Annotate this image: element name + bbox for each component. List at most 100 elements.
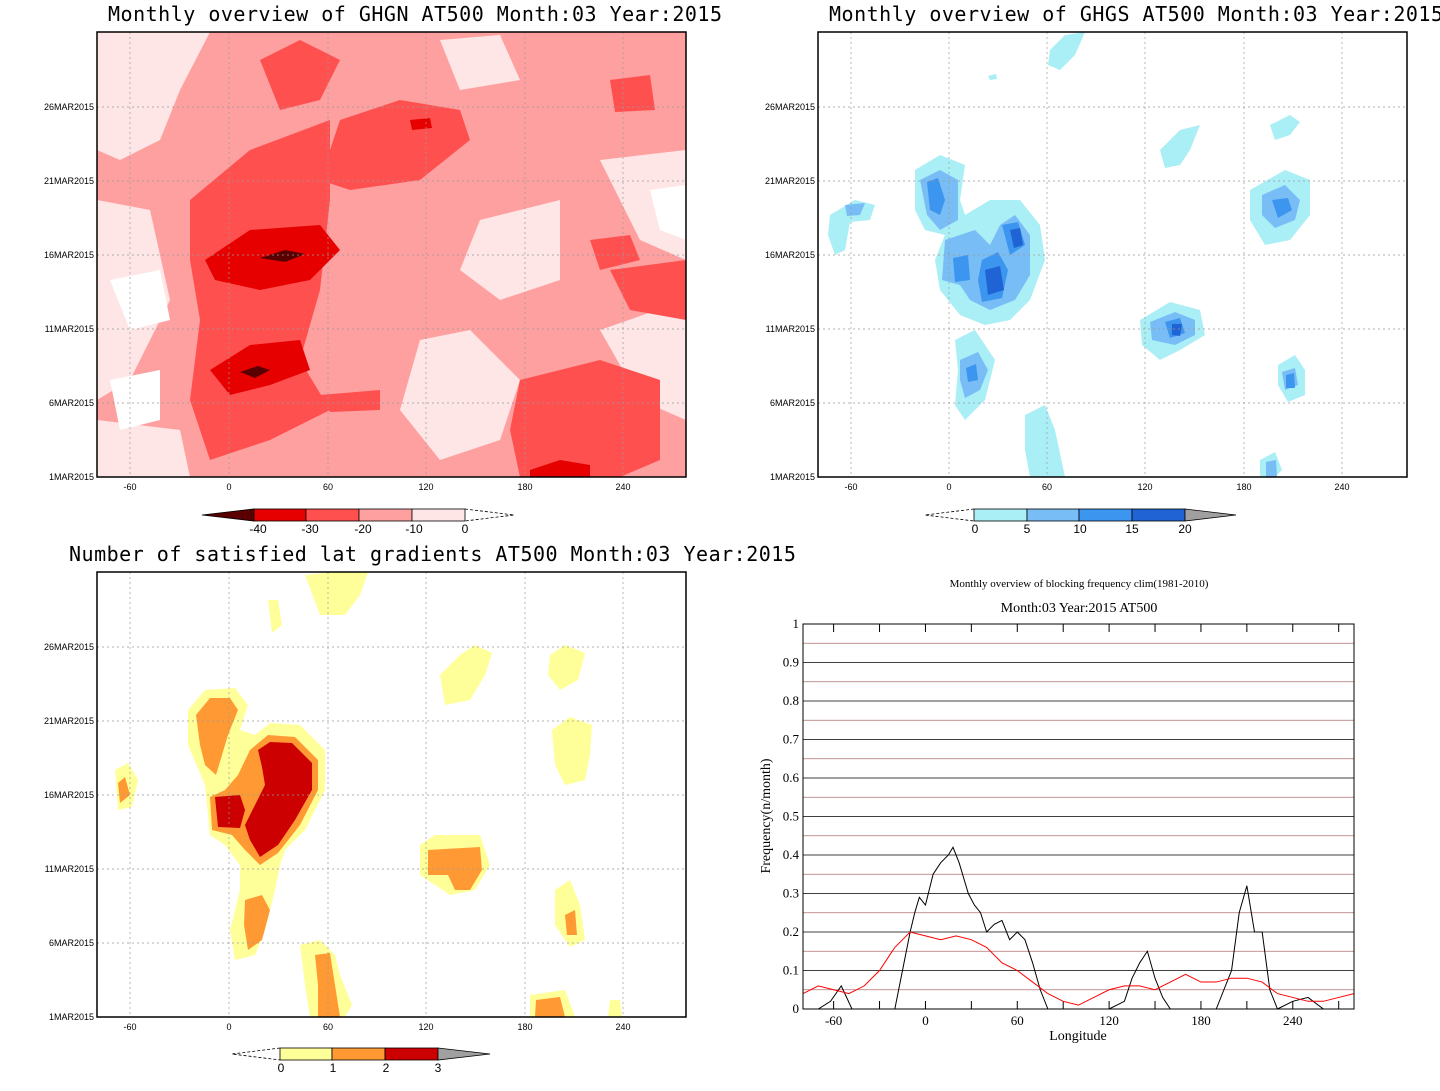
ghgn-cb-label: -30: [301, 522, 319, 536]
freq-xlabel: Longitude: [1049, 1029, 1107, 1044]
ghgs-ytick: 11MAR2015: [766, 324, 815, 334]
ghgn-frame: [96, 31, 687, 478]
ghgn-xtick: -60: [123, 482, 136, 492]
grad-xtick: 60: [323, 1022, 333, 1032]
grad-cb-label: 0: [278, 1061, 285, 1075]
ghgn-ytick: 6MAR2015: [49, 398, 94, 408]
freq-ytick-label: 0: [793, 1001, 800, 1016]
ghgn-panel: Monthly overview of GHGN AT500 Month:03 …: [0, 0, 723, 545]
grad-title: Number of satisfied lat gradients AT500 …: [69, 542, 797, 566]
ghgs-cb-label: 15: [1125, 522, 1139, 536]
grad-xtick: 120: [418, 1022, 433, 1032]
grad-ytick: 16MAR2015: [44, 790, 94, 800]
ghgn-xtick: 60: [323, 482, 333, 492]
ghgn-ytick: 11MAR2015: [45, 324, 94, 334]
ghgn-cb-label: -40: [249, 522, 267, 536]
ghgs-xtick: -60: [844, 482, 857, 492]
grad-panel: Number of satisfied lat gradients AT500 …: [0, 542, 796, 1091]
ghgs-cb-label: 20: [1178, 522, 1192, 536]
freq-ytick-label: 0.6: [783, 770, 800, 785]
ghgs-ytick: 1MAR2015: [770, 472, 815, 482]
freq-gridlines: [803, 623, 1354, 1010]
ghgs-title: Monthly overview of GHGS AT500 Month:03 …: [829, 2, 1440, 26]
grad-field: [115, 572, 622, 1017]
grad-xtick: 240: [615, 1022, 630, 1032]
ghgn-cb-label: -10: [405, 522, 423, 536]
ghgs-ytick: 21MAR2015: [765, 176, 815, 186]
ghgn-cb-label: 0: [462, 522, 469, 536]
ghgn-ytick: 26MAR2015: [44, 102, 94, 112]
freq-ytick-label: 0.8: [783, 693, 799, 708]
freq-xtick-label: 240: [1283, 1013, 1303, 1028]
ghgn-ytick: 21MAR2015: [44, 176, 94, 186]
ghgs-xtick: 0: [946, 482, 951, 492]
grad-ytick: 11MAR2015: [45, 864, 94, 874]
ghgs-ytick: 26MAR2015: [765, 102, 815, 112]
grad-map: -60 0 60 120 180 240 1MAR2015 6MAR2015 1…: [44, 571, 687, 1075]
ghgn-xtick: 120: [418, 482, 433, 492]
freq-xtick-label: 0: [922, 1013, 929, 1028]
ghgs-ytick: 16MAR2015: [765, 250, 815, 260]
ghgs-panel: Monthly overview of GHGS AT500 Month:03 …: [720, 0, 1440, 545]
freq-frame: [802, 623, 1355, 1010]
freq-ytick-label: 1: [793, 616, 800, 631]
ghgs-map: -60 0 60 120 180 240 1MAR2015 6MAR2015 1…: [765, 31, 1408, 536]
ghgs-xtick: 120: [1137, 482, 1152, 492]
grad-frame: [96, 571, 687, 1018]
grad-ytick: 1MAR2015: [49, 1012, 94, 1022]
freq-series: [802, 846, 1355, 1010]
grad-ytick: 6MAR2015: [49, 938, 94, 948]
ghgn-title: Monthly overview of GHGN AT500 Month:03 …: [108, 2, 723, 26]
grad-ytick: 26MAR2015: [44, 642, 94, 652]
freq-chart: Monthly overview of blocking frequency c…: [759, 578, 1355, 1044]
grad-ytick: 21MAR2015: [44, 716, 94, 726]
freq-ytick-label: 0.7: [783, 732, 800, 747]
freq-ytick-label: 0.1: [783, 963, 799, 978]
ghgs-field: [828, 32, 1310, 477]
freq-ytick-label: 0.4: [783, 847, 800, 862]
grad-colorbar: [231, 1047, 491, 1061]
ghgs-ytick: 6MAR2015: [770, 398, 815, 408]
freq-ytick-label: 0.3: [783, 886, 799, 901]
grad-xtick: -60: [123, 1022, 136, 1032]
grad-cb-label: 2: [383, 1061, 390, 1075]
freq-yticks: 0 0.1 0.2 0.3 0.4 0.5 0.6 0.7 0.8 0.9 1: [783, 616, 800, 1016]
ghgs-xtick: 180: [1236, 482, 1251, 492]
ghgs-xtick: 60: [1042, 482, 1052, 492]
freq-panel: Monthly overview of blocking frequency c…: [720, 545, 1440, 1091]
ghgn-xtick: 0: [226, 482, 231, 492]
ghgs-frame: [817, 31, 1408, 478]
ghgs-xtick: 240: [1334, 482, 1349, 492]
freq-subtitle: Month:03 Year:2015 AT500: [1001, 601, 1158, 616]
ghgn-map: -60 0 60 120 180 240 1MAR2015 6MAR2015 1…: [44, 31, 687, 536]
freq-xtick-label: 180: [1191, 1013, 1211, 1028]
ghgn-grid: [97, 32, 686, 477]
ghgs-cb-label: 10: [1073, 522, 1087, 536]
freq-xtick-label: 60: [1011, 1013, 1024, 1028]
freq-ylabel: Frequency(n/month): [759, 758, 774, 873]
ghgn-xtick: 240: [615, 482, 630, 492]
ghgs-colorbar: [924, 508, 1237, 522]
frequency-series-line: [803, 846, 1354, 1010]
grad-xtick: 180: [517, 1022, 532, 1032]
freq-xticks: -60 0 60 120 180 240: [825, 1013, 1303, 1028]
freq-xtick-label: -60: [825, 1013, 842, 1028]
grad-xtick: 0: [226, 1022, 231, 1032]
ghgn-xtick: 180: [517, 482, 532, 492]
ghgs-cb-label: 5: [1024, 522, 1031, 536]
ghgn-colorbar: [201, 508, 515, 522]
freq-ytick-label: 0.5: [783, 809, 799, 824]
ghgs-grid: [818, 32, 1407, 477]
grad-cb-label: 3: [435, 1061, 442, 1075]
ghgn-ytick: 1MAR2015: [49, 472, 94, 482]
freq-xtick-label: 120: [1099, 1013, 1119, 1028]
freq-ytick-label: 0.2: [783, 924, 799, 939]
grad-grid: [97, 572, 686, 1017]
ghgn-field: [97, 32, 686, 477]
grad-cb-label: 1: [330, 1061, 337, 1075]
freq-ytick-label: 0.9: [783, 655, 799, 670]
climatology-series-line: [802, 931, 1355, 1006]
ghgs-cb-label: 0: [972, 522, 979, 536]
ghgn-ytick: 16MAR2015: [44, 250, 94, 260]
freq-title: Monthly overview of blocking frequency c…: [950, 578, 1209, 590]
